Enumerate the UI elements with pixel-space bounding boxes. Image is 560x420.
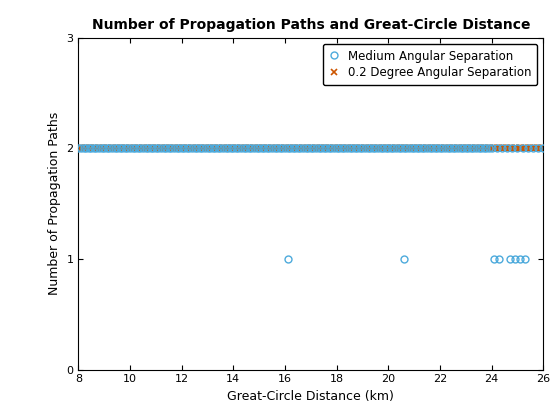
Medium Angular Separation [277,146,283,151]
0.2 Degree Angular Separation [366,146,372,151]
Medium Angular Separation [284,257,291,262]
0.2 Degree Angular Separation [88,146,95,151]
Title: Number of Propagation Paths and Great-Circle Distance: Number of Propagation Paths and Great-Ci… [91,18,530,32]
Legend: Medium Angular Separation, 0.2 Degree Angular Separation: Medium Angular Separation, 0.2 Degree An… [323,44,537,85]
Medium Angular Separation [114,146,120,151]
0.2 Degree Angular Separation [340,146,347,151]
0.2 Degree Angular Separation [355,146,362,151]
0.2 Degree Angular Separation [75,146,82,151]
Line: 0.2 Degree Angular Separation: 0.2 Degree Angular Separation [75,145,547,152]
Medium Angular Separation [119,146,125,151]
Medium Angular Separation [418,146,425,151]
X-axis label: Great-Circle Distance (km): Great-Circle Distance (km) [227,390,394,403]
0.2 Degree Angular Separation [540,146,547,151]
Medium Angular Separation [75,146,82,151]
0.2 Degree Angular Separation [161,146,168,151]
Y-axis label: Number of Propagation Paths: Number of Propagation Paths [48,112,61,295]
Medium Angular Separation [158,146,165,151]
0.2 Degree Angular Separation [483,146,490,151]
Medium Angular Separation [522,257,529,262]
Medium Angular Separation [207,146,213,151]
Line: Medium Angular Separation: Medium Angular Separation [75,145,547,262]
